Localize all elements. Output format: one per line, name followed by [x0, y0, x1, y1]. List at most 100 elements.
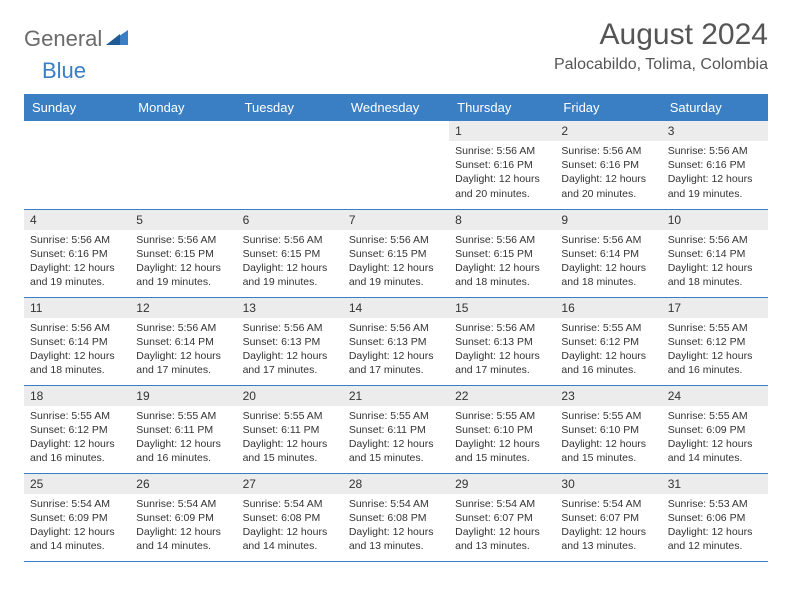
daylight-text: Daylight: 12 hours and 15 minutes. — [561, 437, 655, 465]
day-details: Sunrise: 5:54 AMSunset: 6:08 PMDaylight:… — [237, 494, 343, 557]
day-number: 24 — [662, 386, 768, 406]
daylight-text: Daylight: 12 hours and 13 minutes. — [349, 525, 443, 553]
day-details: Sunrise: 5:56 AMSunset: 6:15 PMDaylight:… — [343, 230, 449, 293]
daylight-text: Daylight: 12 hours and 19 minutes. — [349, 261, 443, 289]
day-details: Sunrise: 5:56 AMSunset: 6:13 PMDaylight:… — [343, 318, 449, 381]
sunset-text: Sunset: 6:07 PM — [561, 511, 655, 525]
weekday-header: Friday — [555, 94, 661, 121]
calendar-week-row: 4 Sunrise: 5:56 AM Sunset: 6:16 PM Daylight… — [24, 209, 768, 297]
daylight-text: Daylight: 12 hours and 16 minutes. — [561, 349, 655, 377]
sunrise-text: Sunrise: 5:54 AM — [136, 497, 230, 511]
daylight-text: Daylight: 12 hours and 17 minutes. — [349, 349, 443, 377]
day-details: Sunrise: 5:55 AMSunset: 6:12 PMDaylight:… — [662, 318, 768, 381]
sunrise-text: Sunrise: 5:54 AM — [349, 497, 443, 511]
daylight-text: Daylight: 12 hours and 15 minutes. — [349, 437, 443, 465]
sunset-text: Sunset: 6:13 PM — [349, 335, 443, 349]
daylight-text: Daylight: 12 hours and 17 minutes. — [455, 349, 549, 377]
day-number: 3 — [662, 121, 768, 141]
calendar-day-cell: 10Sunrise: 5:56 AMSunset: 6:14 PMDayligh… — [662, 209, 768, 297]
day-number: 26 — [130, 474, 236, 494]
calendar-day-cell: 29Sunrise: 5:54 AMSunset: 6:07 PMDayligh… — [449, 473, 555, 561]
calendar-day-cell: 20Sunrise: 5:55 AMSunset: 6:11 PMDayligh… — [237, 385, 343, 473]
day-number: 12 — [130, 298, 236, 318]
logo-text-general: General — [24, 26, 102, 52]
sunset-text: Sunset: 6:16 PM — [455, 158, 549, 172]
sunset-text: Sunset: 6:13 PM — [455, 335, 549, 349]
calendar-day-cell: 27Sunrise: 5:54 AMSunset: 6:08 PMDayligh… — [237, 473, 343, 561]
day-details: Sunrise: 5:53 AMSunset: 6:06 PMDaylight:… — [662, 494, 768, 557]
daylight-text: Daylight: 12 hours and 20 minutes. — [455, 172, 549, 200]
day-details: Sunrise: 5:54 AMSunset: 6:07 PMDaylight:… — [449, 494, 555, 557]
month-title: August 2024 — [554, 18, 768, 52]
calendar-week-row: 11Sunrise: 5:56 AMSunset: 6:14 PMDayligh… — [24, 297, 768, 385]
day-number: 18 — [24, 386, 130, 406]
day-details: Sunrise: 5:56 AMSunset: 6:14 PMDaylight:… — [130, 318, 236, 381]
calendar-day-cell: 13Sunrise: 5:56 AMSunset: 6:13 PMDayligh… — [237, 297, 343, 385]
daylight-text: Daylight: 12 hours and 19 minutes. — [136, 261, 230, 289]
daylight-text: Daylight: 12 hours and 15 minutes. — [455, 437, 549, 465]
calendar-day-cell: 2Sunrise: 5:56 AMSunset: 6:16 PMDaylight… — [555, 121, 661, 209]
sunrise-text: Sunrise: 5:55 AM — [668, 321, 762, 335]
calendar-day-cell: 6Sunrise: 5:56 AMSunset: 6:15 PMDaylight… — [237, 209, 343, 297]
day-number: 23 — [555, 386, 661, 406]
weekday-header: Tuesday — [237, 94, 343, 121]
daylight-text: Daylight: 12 hours and 13 minutes. — [561, 525, 655, 553]
daylight-text: Daylight: 12 hours and 18 minutes. — [668, 261, 762, 289]
calendar-day-cell: 8Sunrise: 5:56 AMSunset: 6:15 PMDaylight… — [449, 209, 555, 297]
sunrise-text: Sunrise: 5:54 AM — [561, 497, 655, 511]
sunset-text: Sunset: 6:10 PM — [455, 423, 549, 437]
calendar-day-cell: 14Sunrise: 5:56 AMSunset: 6:13 PMDayligh… — [343, 297, 449, 385]
weekday-header: Sunday — [24, 94, 130, 121]
day-number: 5 — [130, 210, 236, 230]
calendar-day-cell: 30Sunrise: 5:54 AMSunset: 6:07 PMDayligh… — [555, 473, 661, 561]
day-number: 11 — [24, 298, 130, 318]
calendar-head: Sunday Monday Tuesday Wednesday Thursday… — [24, 94, 768, 121]
sunrise-text: Sunrise: 5:54 AM — [455, 497, 549, 511]
sunrise-text: Sunrise: 5:55 AM — [561, 321, 655, 335]
calendar-day-cell — [343, 121, 449, 209]
day-details: Sunrise: 5:54 AMSunset: 6:08 PMDaylight:… — [343, 494, 449, 557]
sunset-text: Sunset: 6:16 PM — [30, 247, 124, 261]
sunrise-text: Sunrise: 5:56 AM — [455, 233, 549, 247]
day-number: 8 — [449, 210, 555, 230]
calendar-day-cell — [237, 121, 343, 209]
sunrise-text: Sunrise: 5:56 AM — [243, 321, 337, 335]
day-details: Sunrise: 5:54 AMSunset: 6:07 PMDaylight:… — [555, 494, 661, 557]
day-number: 7 — [343, 210, 449, 230]
calendar-week-row: 25Sunrise: 5:54 AMSunset: 6:09 PMDayligh… — [24, 473, 768, 561]
daylight-text: Daylight: 12 hours and 20 minutes. — [561, 172, 655, 200]
day-number: 20 — [237, 386, 343, 406]
weekday-row: Sunday Monday Tuesday Wednesday Thursday… — [24, 94, 768, 121]
sunrise-text: Sunrise: 5:54 AM — [243, 497, 337, 511]
calendar-day-cell: 15Sunrise: 5:56 AMSunset: 6:13 PMDayligh… — [449, 297, 555, 385]
daylight-text: Daylight: 12 hours and 12 minutes. — [668, 525, 762, 553]
sunset-text: Sunset: 6:12 PM — [561, 335, 655, 349]
sunset-text: Sunset: 6:14 PM — [136, 335, 230, 349]
day-details: Sunrise: 5:56 AMSunset: 6:13 PMDaylight:… — [237, 318, 343, 381]
sunset-text: Sunset: 6:16 PM — [561, 158, 655, 172]
day-details: Sunrise: 5:54 AMSunset: 6:09 PMDaylight:… — [24, 494, 130, 557]
daylight-text: Daylight: 12 hours and 14 minutes. — [30, 525, 124, 553]
weekday-header: Saturday — [662, 94, 768, 121]
day-details: Sunrise: 5:56 AMSunset: 6:15 PMDaylight:… — [237, 230, 343, 293]
sunrise-text: Sunrise: 5:56 AM — [668, 233, 762, 247]
day-details: Sunrise: 5:56 AMSunset: 6:14 PMDaylight:… — [24, 318, 130, 381]
sunset-text: Sunset: 6:15 PM — [243, 247, 337, 261]
daylight-text: Daylight: 12 hours and 16 minutes. — [30, 437, 124, 465]
day-number: 22 — [449, 386, 555, 406]
sunrise-text: Sunrise: 5:56 AM — [30, 321, 124, 335]
daylight-text: Daylight: 12 hours and 16 minutes. — [136, 437, 230, 465]
sunset-text: Sunset: 6:11 PM — [243, 423, 337, 437]
calendar-day-cell: 12Sunrise: 5:56 AMSunset: 6:14 PMDayligh… — [130, 297, 236, 385]
daylight-text: Daylight: 12 hours and 18 minutes. — [561, 261, 655, 289]
sunrise-text: Sunrise: 5:55 AM — [668, 409, 762, 423]
sunrise-text: Sunrise: 5:54 AM — [30, 497, 124, 511]
day-details: Sunrise: 5:54 AMSunset: 6:09 PMDaylight:… — [130, 494, 236, 557]
calendar-day-cell: 5Sunrise: 5:56 AMSunset: 6:15 PMDaylight… — [130, 209, 236, 297]
calendar-day-cell: 4Sunrise: 5:56 AMSunset: 6:16 PMDaylight… — [24, 209, 130, 297]
sunrise-text: Sunrise: 5:55 AM — [136, 409, 230, 423]
sunset-text: Sunset: 6:08 PM — [243, 511, 337, 525]
sunrise-text: Sunrise: 5:56 AM — [349, 321, 443, 335]
daylight-text: Daylight: 12 hours and 14 minutes. — [243, 525, 337, 553]
day-number: 4 — [24, 210, 130, 230]
